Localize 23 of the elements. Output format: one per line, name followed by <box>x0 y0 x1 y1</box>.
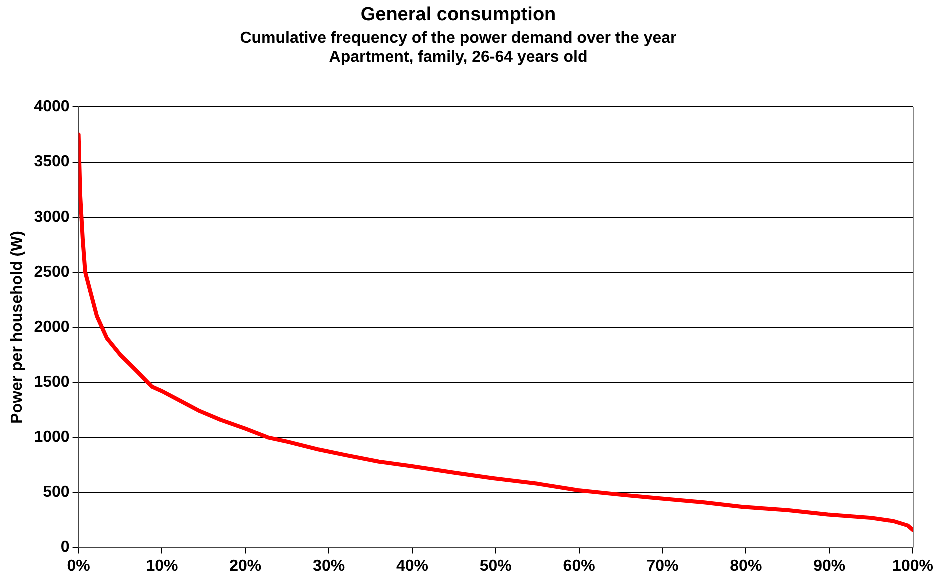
x-tick-label: 80% <box>730 558 762 575</box>
y-tick-label: 3000 <box>34 208 70 226</box>
x-tick-label: 50% <box>480 558 512 575</box>
y-axis-title: Power per household (W) <box>9 231 26 424</box>
y-tick-label: 500 <box>43 484 70 502</box>
y-tick-label: 4000 <box>34 98 70 116</box>
y-tick-label: 0 <box>60 539 70 556</box>
y-tick-label: 1000 <box>34 429 70 446</box>
x-tick-label: 30% <box>313 558 346 575</box>
x-tick-label: 10% <box>146 558 178 575</box>
x-tick-label: 90% <box>814 558 846 575</box>
x-tick-label: 40% <box>396 558 428 575</box>
x-tick-label: 0% <box>67 558 90 575</box>
y-tick-label: 2500 <box>34 264 70 281</box>
x-tick-label: 100% <box>892 558 934 575</box>
y-tick-label: 3500 <box>34 154 70 171</box>
x-tick-label: 60% <box>563 558 596 575</box>
y-tick-label: 2000 <box>34 318 70 336</box>
chart-title: General consumption <box>360 4 556 26</box>
chart-subtitle: Cumulative frequency of the power demand over the year Apartment, family, 26-64 years old <box>240 30 677 66</box>
y-tick-label: 1500 <box>34 374 70 391</box>
x-tick-label: 20% <box>230 558 262 575</box>
x-tick-label: 70% <box>646 558 679 575</box>
